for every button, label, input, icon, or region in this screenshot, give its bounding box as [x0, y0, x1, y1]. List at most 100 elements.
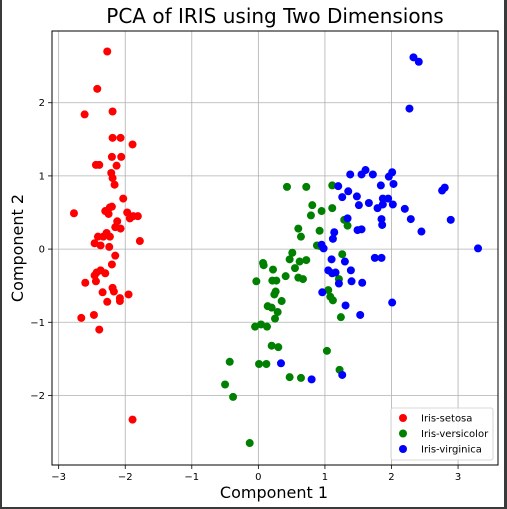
- iris-setosa-point: [108, 107, 117, 116]
- iris-virginica-point: [373, 204, 382, 213]
- iris-setosa-point: [115, 297, 124, 306]
- iris-setosa-point: [93, 84, 102, 93]
- data-points: [69, 47, 483, 448]
- iris-virginica-point: [330, 228, 339, 237]
- y-tick-label: −2: [30, 391, 45, 402]
- iris-virginica-point: [328, 269, 337, 278]
- iris-setosa-point: [101, 269, 110, 278]
- iris-virginica-point: [276, 359, 285, 368]
- iris-setosa-point: [119, 194, 128, 203]
- iris-virginica-point: [378, 194, 387, 203]
- iris-virginica-point: [343, 214, 352, 223]
- x-tick-label: 3: [455, 472, 461, 483]
- iris-versicolor-point: [282, 182, 291, 191]
- iris-setosa-point: [105, 232, 114, 241]
- iris-virginica-point: [377, 253, 386, 262]
- iris-virginica-point: [388, 298, 397, 307]
- iris-versicolor-point: [315, 226, 324, 235]
- iris-virginica-point: [340, 257, 349, 266]
- y-axis-label: Component 2: [8, 194, 27, 302]
- iris-virginica-point: [388, 168, 397, 177]
- iris-virginica-point: [327, 255, 336, 264]
- iris-virginica-point: [388, 200, 397, 209]
- plot-area: [51, 30, 499, 466]
- iris-setosa-point: [80, 110, 89, 119]
- legend-box: [390, 407, 494, 461]
- iris-versicolor-point: [298, 275, 307, 284]
- iris-versicolor-point: [294, 224, 303, 233]
- x-tick-label: −2: [118, 472, 133, 483]
- iris-virginica-point: [406, 215, 415, 224]
- iris-virginica-point: [318, 288, 327, 297]
- iris-virginica-point: [358, 278, 367, 287]
- iris-versicolor-point: [290, 264, 299, 273]
- iris-setosa-point: [107, 152, 116, 161]
- iris-versicolor-point: [343, 221, 352, 230]
- iris-virginica-point: [357, 225, 366, 234]
- iris-versicolor-point: [252, 277, 261, 286]
- iris-setosa-point: [135, 237, 144, 246]
- iris-virginica-point: [352, 192, 361, 201]
- iris-virginica-point: [341, 301, 350, 310]
- iris-versicolor-point: [267, 303, 276, 312]
- iris-virginica-point: [376, 181, 385, 190]
- iris-virginica-point: [334, 279, 343, 288]
- iris-versicolor-point: [271, 314, 279, 323]
- iris-setosa-point: [108, 174, 117, 183]
- iris-versicolor-point: [336, 313, 345, 322]
- iris-setosa-point: [107, 260, 116, 269]
- iris-versicolor-point: [225, 357, 234, 366]
- iris-setosa-point: [98, 288, 107, 297]
- iris-versicolor-point: [255, 360, 264, 369]
- iris-setosa-point: [93, 232, 102, 241]
- iris-setosa-point: [89, 310, 98, 319]
- iris-setosa-point: [108, 133, 117, 142]
- iris-versicolor-point: [274, 343, 283, 352]
- x-tick-label: 2: [388, 472, 394, 483]
- axis-ticks: −3 −2 −1 0 1 2 3 −2 −1 0 1 2: [30, 98, 461, 483]
- x-axis-label: Component 1: [220, 483, 328, 502]
- iris-setosa-point: [109, 287, 118, 296]
- iris-versicolor-point: [245, 439, 254, 448]
- iris-virginica-point: [377, 215, 386, 224]
- iris-virginica-point: [344, 187, 353, 196]
- iris-versicolor-point: [221, 380, 230, 389]
- iris-virginica-point: [368, 170, 377, 179]
- legend-label-iris-virginica: Iris-virginica: [421, 445, 482, 456]
- iris-virginica-point: [354, 201, 363, 210]
- iris-virginica-point: [364, 198, 373, 207]
- iris-virginica-point: [357, 170, 366, 179]
- iris-setosa-point: [81, 278, 90, 287]
- iris-virginica-point: [307, 375, 316, 384]
- iris-virginica-point: [446, 215, 455, 224]
- iris-versicolor-point: [306, 211, 315, 220]
- iris-setosa-point: [91, 160, 100, 169]
- iris-versicolor-point: [285, 373, 294, 382]
- x-tick-label: −3: [51, 472, 66, 483]
- legend-marker-iris-setosa: [399, 414, 407, 422]
- iris-versicolor-point: [317, 207, 326, 216]
- iris-virginica-point: [319, 244, 328, 253]
- iris-virginica-point: [346, 266, 355, 275]
- iris-versicolor-point: [251, 322, 260, 331]
- legend-label-iris-versicolor: Iris-versicolor: [421, 429, 489, 440]
- iris-virginica-point: [346, 170, 355, 179]
- iris-virginica-point: [338, 193, 347, 202]
- iris-versicolor-point: [285, 255, 294, 264]
- iris-versicolor-point: [259, 261, 268, 270]
- iris-versicolor-point: [302, 182, 311, 191]
- iris-versicolor-point: [277, 297, 286, 306]
- iris-setosa-point: [116, 133, 125, 142]
- x-tick-label: 0: [255, 472, 261, 483]
- iris-setosa-point: [103, 47, 112, 56]
- legend-label-iris-setosa: Iris-setosa: [421, 414, 472, 425]
- iris-virginica-point: [328, 234, 337, 243]
- iris-virginica-point: [334, 182, 343, 191]
- grid: [52, 31, 498, 465]
- iris-versicolor-point: [296, 373, 305, 382]
- iris-versicolor-point: [229, 392, 238, 401]
- iris-virginica-point: [378, 220, 387, 229]
- iris-setosa-point: [112, 161, 121, 170]
